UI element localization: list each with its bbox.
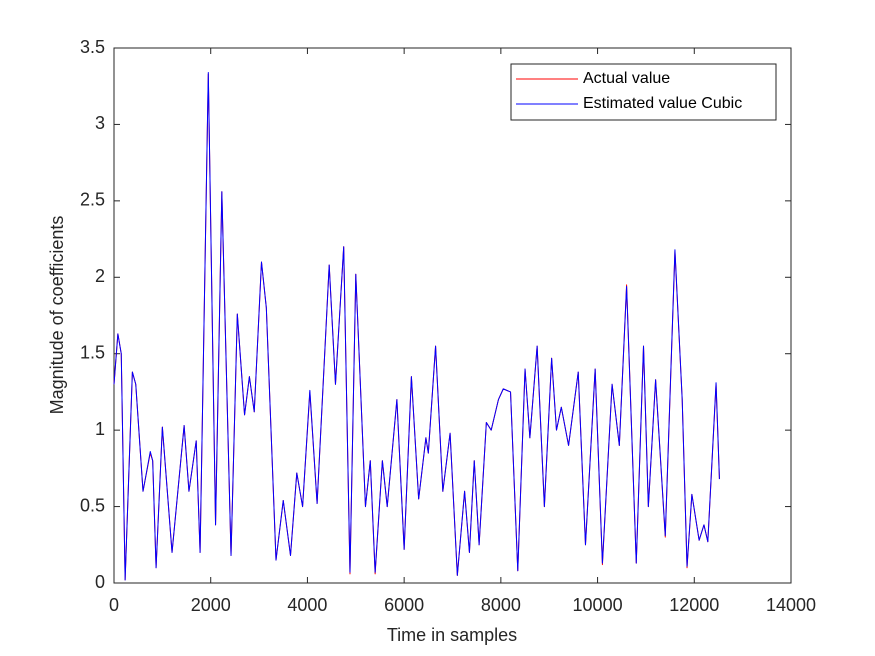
y-tick-label: 0 [95, 572, 105, 592]
y-tick-label: 2.5 [80, 190, 105, 210]
y-tick-label: 1 [95, 419, 105, 439]
x-tick-label: 10000 [573, 595, 623, 615]
y-tick-label: 3 [95, 113, 105, 133]
x-tick-label: 12000 [669, 595, 719, 615]
legend-label: Estimated value Cubic [583, 95, 742, 112]
legend-box [510, 63, 777, 121]
x-tick-label: 4000 [287, 595, 327, 615]
x-tick-label: 6000 [384, 595, 424, 615]
x-tick-label: 14000 [766, 595, 816, 615]
legend-label: Actual value [583, 70, 670, 87]
y-tick-label: 1.5 [80, 342, 105, 362]
series-line [113, 71, 720, 581]
y-axis-label: Magnitude of coefficients [47, 216, 67, 415]
y-tick-label: 2 [95, 266, 105, 286]
y-tick-label: 0.5 [80, 495, 105, 515]
x-tick-label: 2000 [191, 595, 231, 615]
x-tick-label: 8000 [481, 595, 521, 615]
y-tick-label: 3.5 [80, 37, 105, 57]
x-axis-label: Time in samples [387, 625, 517, 645]
x-tick-label: 0 [109, 595, 119, 615]
